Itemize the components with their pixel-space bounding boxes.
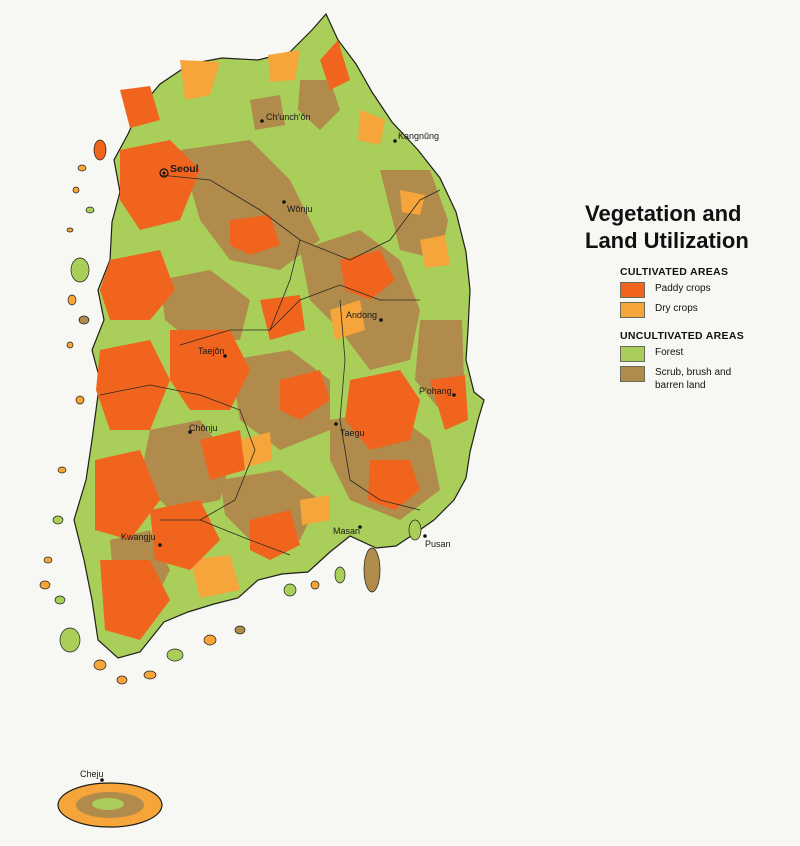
city-seoul: Seoul xyxy=(170,163,199,175)
dry-swatch xyxy=(620,302,645,318)
city-taegu: Taegu xyxy=(340,428,365,438)
city-kangnung: Kangnŭng xyxy=(398,131,439,141)
uncultivated-heading: UNCULTIVATED AREAS xyxy=(620,330,745,342)
legend-item-scrub: Scrub, brush and barren land xyxy=(620,366,795,392)
legend-item-paddy: Paddy crops xyxy=(620,282,795,298)
cheju-island xyxy=(57,782,163,828)
city-andong: Andong xyxy=(346,310,377,320)
city-chunchon: Ch'unch'ŏn xyxy=(266,112,310,122)
scrub-label: Scrub, brush and barren land xyxy=(655,367,732,391)
legend-item-dry: Dry crops xyxy=(620,302,795,318)
coastal-islands xyxy=(39,139,422,685)
paddy-label: Paddy crops xyxy=(655,283,711,294)
legend-item-forest: Forest xyxy=(620,346,795,362)
map-legend: Vegetation and Land Utilization CULTIVAT… xyxy=(585,200,795,396)
city-taejon: Taejŏn xyxy=(198,346,225,356)
scrub-swatch xyxy=(620,366,645,382)
city-chonju: Chŏnju xyxy=(189,423,218,433)
city-wonju: Wŏnju xyxy=(287,204,313,214)
city-pusan: Pusan xyxy=(425,539,451,549)
paddy-swatch xyxy=(620,282,645,298)
dry-crop-areas xyxy=(180,50,450,598)
city-masan: Masan xyxy=(333,526,360,536)
city-markers xyxy=(100,119,456,782)
cultivated-heading: CULTIVATED AREAS xyxy=(620,266,729,278)
dry-label: Dry crops xyxy=(655,303,698,314)
city-pohang: P'ohang xyxy=(419,386,452,396)
province-borders xyxy=(99,174,441,556)
legend-title-line1: Vegetation and xyxy=(585,201,742,226)
legend-title-line2: Land Utilization xyxy=(585,228,749,253)
forest-label: Forest xyxy=(655,347,684,358)
forest-swatch xyxy=(620,346,645,362)
city-cheju: Cheju xyxy=(80,769,104,779)
city-kwangju: Kwangju xyxy=(121,532,156,542)
paddy-crop-areas xyxy=(95,40,468,640)
